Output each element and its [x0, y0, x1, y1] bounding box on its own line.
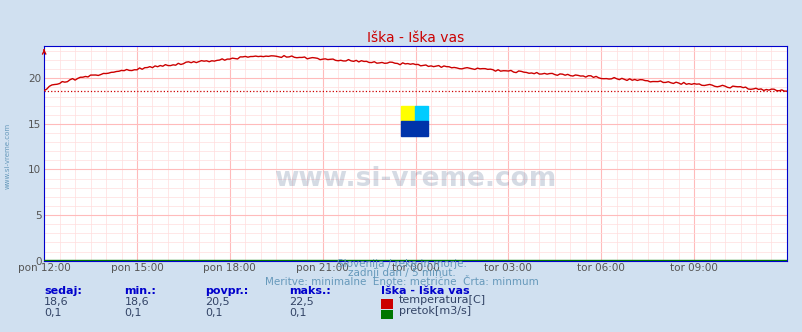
Title: Iška - Iška vas: Iška - Iška vas [367, 31, 464, 45]
Text: 0,1: 0,1 [124, 308, 142, 318]
Text: zadnji dan / 5 minut.: zadnji dan / 5 minut. [347, 268, 455, 278]
Text: Slovenija / reke in morje.: Slovenija / reke in morje. [336, 259, 466, 269]
Bar [401, 122, 427, 136]
Text: 0,1: 0,1 [44, 308, 62, 318]
Bar [415, 107, 427, 122]
Text: 18,6: 18,6 [124, 297, 149, 307]
Text: min.:: min.: [124, 286, 156, 296]
Text: 0,1: 0,1 [289, 308, 306, 318]
Text: www.si-vreme.com: www.si-vreme.com [4, 123, 10, 189]
Text: www.si-vreme.com: www.si-vreme.com [274, 166, 556, 192]
Text: temperatura[C]: temperatura[C] [399, 295, 485, 305]
Text: Meritve: minimalne  Enote: metrične  Črta: minmum: Meritve: minimalne Enote: metrične Črta:… [265, 277, 537, 287]
Text: 22,5: 22,5 [289, 297, 314, 307]
Text: maks.:: maks.: [289, 286, 330, 296]
Text: 20,5: 20,5 [205, 297, 229, 307]
Text: povpr.:: povpr.: [205, 286, 248, 296]
Text: Iška - Iška vas: Iška - Iška vas [381, 286, 469, 296]
Bar [401, 107, 415, 122]
Text: 0,1: 0,1 [205, 308, 222, 318]
Text: 18,6: 18,6 [44, 297, 69, 307]
Text: pretok[m3/s]: pretok[m3/s] [399, 306, 471, 316]
Text: sedaj:: sedaj: [44, 286, 82, 296]
